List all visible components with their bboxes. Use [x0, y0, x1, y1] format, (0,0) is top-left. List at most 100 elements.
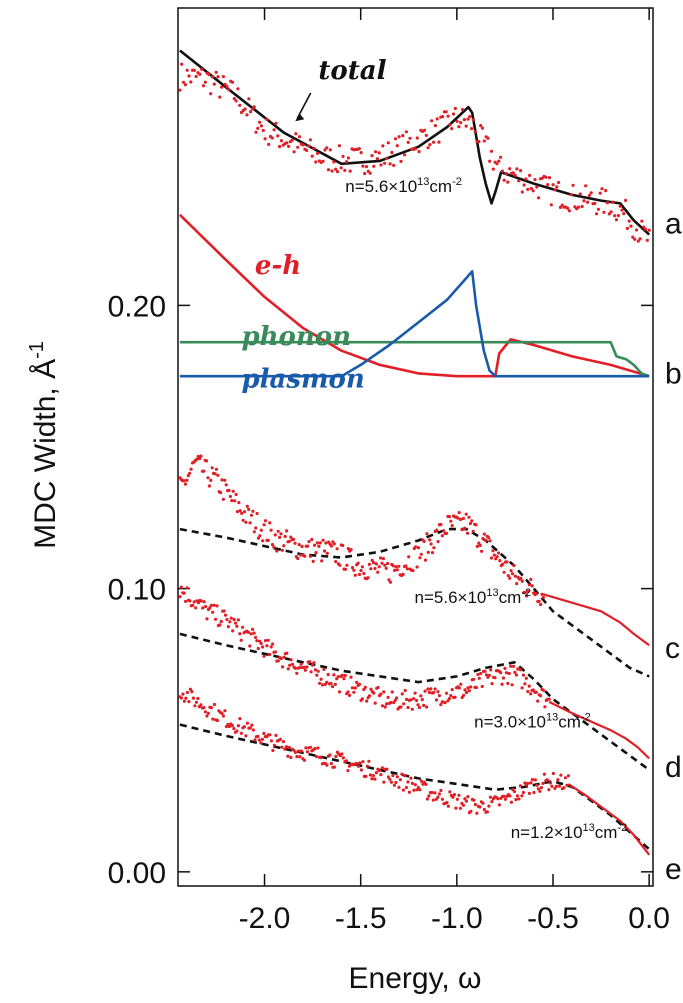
scatter-point-s3: [271, 748, 275, 753]
scatter-point-s1: [251, 509, 255, 513]
scatter-point-s3: [446, 804, 450, 808]
scatter-point-s2: [419, 694, 423, 698]
scatter-point-s3: [452, 793, 456, 797]
scatter-point-s3: [385, 767, 389, 771]
scatter-point-s3: [410, 781, 414, 786]
scatter-point-s0: [221, 75, 225, 79]
scatter-point-s1: [370, 558, 374, 563]
red-tail-line-2: [567, 783, 651, 856]
scatter-point-s3: [401, 788, 405, 792]
scatter-point-s1: [242, 510, 247, 514]
scatter-point-s3: [187, 700, 191, 704]
scatter-point-s1: [414, 545, 418, 549]
scatter-point-s0: [325, 146, 329, 150]
scatter-point-s0: [194, 74, 198, 79]
scatter-point-s2: [350, 686, 354, 690]
scatter-point-s3: [367, 759, 371, 763]
scatter-point-s1: [349, 548, 353, 552]
scatter-point-s0: [388, 162, 392, 166]
scatter-point-s3: [403, 774, 407, 778]
scatter-point-s1: [449, 519, 453, 523]
scatter-point-s0: [600, 187, 604, 191]
scatter-point-s1: [491, 549, 495, 553]
y-tick-label: 0.00: [108, 857, 166, 890]
scatter-point-s3: [487, 804, 491, 808]
scatter-point-s0: [247, 97, 251, 101]
scatter-point-s3: [274, 733, 278, 738]
scatter-point-s2: [527, 684, 531, 688]
scatter-point-s0: [471, 118, 475, 122]
scatter-point-s0: [533, 178, 537, 182]
scatter-point-s1: [235, 510, 240, 514]
scatter-point-s1: [356, 561, 360, 565]
scatter-point-s3: [512, 789, 517, 794]
red-tail-line-0: [543, 593, 650, 647]
scatter-point-s2: [509, 664, 513, 668]
scatter-point-s0: [529, 186, 534, 191]
scatter-point-s3: [547, 788, 551, 792]
scatter-point-s2: [403, 688, 407, 693]
scatter-point-s2: [531, 688, 536, 692]
scatter-point-s3: [472, 798, 476, 802]
scatter-point-s1: [209, 478, 213, 482]
scatter-point-s3: [293, 750, 297, 755]
scatter-point-s3: [344, 759, 348, 763]
scatter-point-s0: [506, 180, 510, 184]
scatter-point-s0: [364, 165, 369, 169]
scatter-point-s0: [576, 205, 581, 209]
scatter-point-s2: [409, 698, 413, 702]
scatter-point-s2: [410, 707, 414, 711]
scatter-point-s2: [519, 668, 523, 672]
scatter-point-s1: [475, 544, 479, 549]
scatter-point-s3: [308, 745, 312, 749]
scatter-point-s2: [372, 691, 376, 695]
scatter-point-s3: [370, 777, 374, 781]
scatter-point-s1: [470, 519, 474, 523]
scatter-point-s1: [509, 569, 513, 573]
scatter-point-s0: [230, 80, 235, 84]
scatter-point-s3: [346, 769, 350, 773]
density-unit-exp: -2: [452, 176, 462, 188]
scatter-point-s3: [551, 771, 556, 776]
scatter-point-s0: [227, 88, 231, 92]
scatter-point-s0: [614, 218, 619, 222]
scatter-point-s0: [339, 166, 343, 170]
scatter-point-s1: [317, 544, 321, 549]
scatter-point-s1: [207, 484, 211, 488]
scatter-point-s3: [391, 773, 395, 778]
scatter-point-s0: [537, 196, 541, 200]
scatter-point-s0: [397, 135, 401, 139]
scatter-point-s1: [529, 577, 533, 582]
scatter-point-s1: [534, 592, 539, 596]
curve-label-2: phonon: [241, 322, 351, 352]
scatter-point-s0: [555, 185, 559, 189]
scatter-point-s2: [231, 629, 235, 633]
scatter-point-s3: [328, 753, 332, 757]
scatter-point-s1: [445, 531, 449, 535]
scatter-point-s0: [587, 193, 592, 197]
scatter-point-s3: [287, 745, 291, 750]
scatter-point-s2: [450, 688, 454, 692]
scatter-point-s1: [366, 576, 370, 580]
scatter-point-s1: [464, 512, 468, 516]
scatter-point-s2: [342, 677, 346, 681]
scatter-point-s2: [255, 639, 259, 643]
scatter-point-s2: [330, 685, 335, 689]
scatter-point-s1: [289, 535, 293, 539]
scatter-point-s1: [477, 541, 481, 545]
scatter-point-s2: [305, 665, 309, 669]
scatter-point-s2: [322, 667, 326, 672]
scatter-point-s2: [226, 625, 230, 629]
scatter-point-s1: [512, 563, 516, 568]
scatter-point-s3: [232, 727, 236, 731]
scatter-point-s1: [185, 478, 189, 482]
scatter-point-s0: [557, 180, 561, 185]
scatter-point-s2: [425, 705, 429, 709]
scatter-point-s1: [241, 518, 245, 522]
curve-label-0: total: [318, 56, 386, 86]
scatter-point-s0: [274, 121, 278, 125]
scatter-point-s0: [330, 169, 334, 173]
scatter-point-s2: [299, 662, 303, 666]
series-line-4: [179, 527, 650, 678]
scatter-point-s1: [359, 568, 363, 573]
